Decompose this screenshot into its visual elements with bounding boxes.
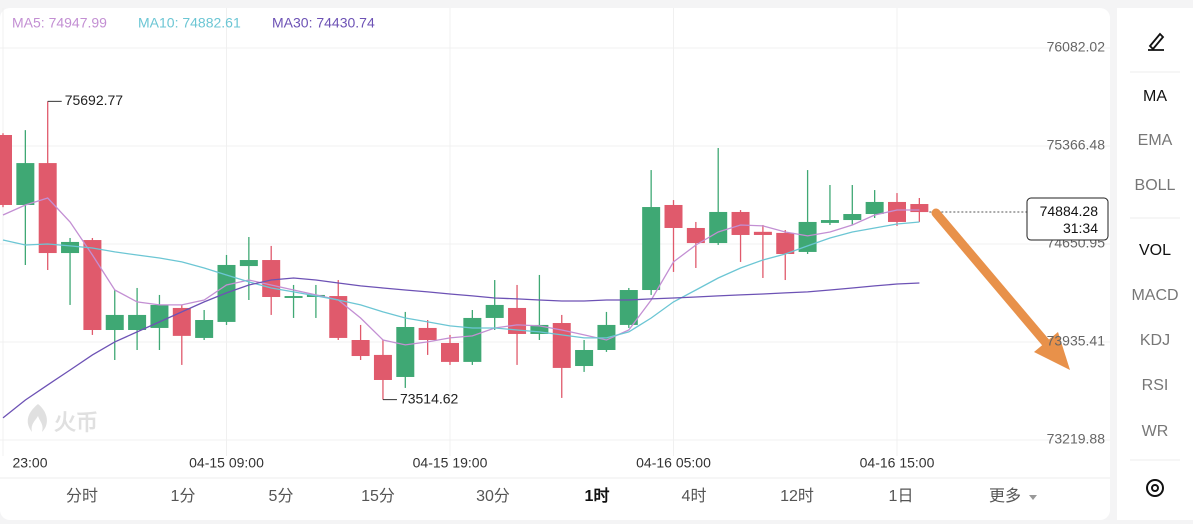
- indicator-button[interactable]: RSI: [1142, 377, 1169, 394]
- low-label: 73514.62: [400, 390, 459, 406]
- legend-ma30: MA30: 74430.74: [272, 15, 375, 31]
- timeframe-tab[interactable]: 30分: [476, 487, 510, 505]
- candle-body: [508, 307, 527, 334]
- trend-arrow: [931, 208, 1070, 370]
- candle-body: [910, 204, 929, 213]
- candle-body: [865, 201, 884, 215]
- y-tick-label: 73935.41: [1047, 333, 1106, 349]
- indicator-button[interactable]: EMA: [1138, 132, 1173, 149]
- y-tick-label: 73219.88: [1047, 431, 1106, 447]
- y-tick-label: 76082.02: [1047, 39, 1106, 55]
- countdown: 31:34: [1063, 220, 1098, 236]
- candle-body: [485, 304, 504, 318]
- candle-body: [128, 314, 147, 331]
- candle-body: [843, 214, 862, 221]
- x-tick-label: 23:00: [12, 455, 47, 471]
- candle-body: [195, 320, 214, 338]
- candle-body: [373, 354, 392, 380]
- indicator-button[interactable]: VOL: [1139, 242, 1171, 259]
- candle-body: [776, 232, 795, 255]
- timeframe-tab[interactable]: 1分: [171, 487, 196, 505]
- gear-ring: [1146, 479, 1164, 497]
- draw-tool-icon[interactable]: [1148, 32, 1165, 51]
- timeframe-tab[interactable]: 4时: [682, 487, 707, 505]
- candle-body: [575, 349, 594, 367]
- candle-body: [239, 260, 258, 267]
- candle-body: [664, 204, 683, 228]
- candle-body: [0, 135, 12, 205]
- candle-body: [105, 314, 124, 331]
- candle-body: [888, 201, 906, 222]
- gear-center: [1151, 484, 1159, 492]
- indicator-button[interactable]: WR: [1142, 423, 1169, 440]
- candle-body: [619, 290, 638, 325]
- ma-line: [2, 221, 920, 339]
- indicator-button[interactable]: KDJ: [1140, 332, 1170, 349]
- candle-body: [284, 296, 303, 298]
- timeframe-tab[interactable]: 分时: [66, 487, 98, 505]
- candle-body: [351, 340, 370, 357]
- last-price: 74884.28: [1040, 203, 1099, 219]
- candle-body: [418, 327, 437, 341]
- candle-body: [686, 227, 705, 244]
- candle-body: [262, 260, 281, 298]
- arrow-shaft: [931, 208, 1057, 355]
- timeframe-tab[interactable]: 更多: [989, 487, 1021, 505]
- candle-body: [150, 304, 169, 328]
- x-tick-label: 04-15 09:00: [189, 455, 264, 471]
- plot: 75692.77 73514.62: [0, 92, 1028, 419]
- candle-body: [820, 220, 839, 223]
- candle-body: [642, 207, 661, 291]
- candle-body: [172, 307, 191, 336]
- candle-body: [396, 326, 415, 377]
- legend-ma10: MA10: 74882.61: [138, 15, 241, 31]
- y-tick-label: 75366.48: [1047, 137, 1106, 153]
- sidebar-panel: [1117, 8, 1193, 520]
- x-tick-label: 04-15 19:00: [413, 455, 488, 471]
- ma-line: [2, 277, 920, 419]
- candle-body: [463, 317, 482, 362]
- candle-body: [709, 211, 728, 244]
- arrow-head: [1034, 332, 1070, 370]
- watermark-logo: [27, 404, 47, 432]
- high-label: 75692.77: [65, 92, 124, 108]
- x-tick-label: 04-16 15:00: [860, 455, 935, 471]
- candle-body: [441, 343, 459, 362]
- x-tick-label: 04-16 05:00: [636, 455, 711, 471]
- candle-body: [38, 163, 57, 254]
- indicator-button[interactable]: MACD: [1131, 287, 1178, 304]
- timeframe-tab[interactable]: 15分: [361, 487, 395, 505]
- legend-ma5: MA5: 74947.99: [12, 15, 107, 31]
- ma-line: [2, 197, 920, 346]
- candle-body: [83, 240, 102, 331]
- chart-panel: [0, 8, 1110, 520]
- indicator-button[interactable]: MA: [1143, 88, 1167, 105]
- watermark-text: 火币: [54, 410, 98, 435]
- last-price-box: [1026, 197, 1109, 241]
- timeframe-tab[interactable]: 1时: [585, 487, 610, 505]
- candle-body: [753, 231, 772, 235]
- candle-body: [798, 221, 817, 252]
- timeframe-tab[interactable]: 12时: [780, 487, 814, 505]
- candle-body: [16, 163, 35, 205]
- candle-body: [731, 211, 750, 235]
- settings-icon[interactable]: [1146, 479, 1164, 497]
- candle-body: [530, 324, 549, 334]
- candle-body: [61, 241, 80, 254]
- indicator-button[interactable]: BOLL: [1135, 177, 1176, 194]
- timeframe-tab[interactable]: 5分: [269, 487, 294, 505]
- candle-body: [329, 296, 348, 338]
- watermark: 火币: [27, 404, 98, 435]
- more-caret: [1029, 495, 1037, 500]
- timeframe-tab[interactable]: 1日: [889, 488, 914, 505]
